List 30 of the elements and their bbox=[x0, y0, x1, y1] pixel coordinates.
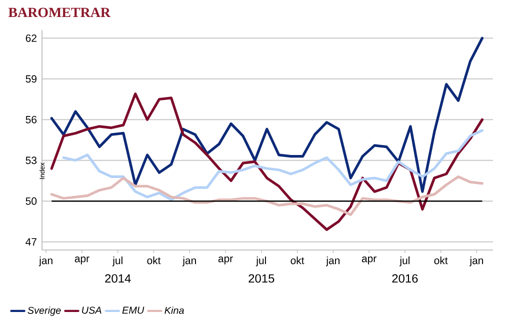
x-tick-label: jul bbox=[399, 256, 410, 266]
y-tick-label: 53 bbox=[26, 156, 37, 164]
x-tick-label: jan bbox=[469, 256, 484, 266]
legend-label: Sverige bbox=[28, 306, 61, 316]
legend-label: EMU bbox=[122, 306, 144, 314]
legend-label: USA bbox=[82, 306, 102, 314]
x-tick-label: jul bbox=[112, 256, 122, 266]
line-series bbox=[50, 36, 484, 193]
legend-label: Kina bbox=[164, 306, 184, 314]
y-tick-label: 56 bbox=[26, 116, 37, 124]
text: 2015 bbox=[248, 274, 274, 283]
x-tick-label: apr bbox=[362, 256, 376, 264]
y-tick-label: 59 bbox=[26, 75, 36, 83]
line-series bbox=[62, 129, 484, 202]
x-tick-label: jan bbox=[326, 256, 340, 266]
line-series bbox=[50, 175, 484, 216]
x-tick-label: okt bbox=[434, 256, 448, 264]
x-tick-label: apr bbox=[218, 256, 233, 264]
y-tick-label: 47 bbox=[26, 238, 36, 246]
x-tick-label: okt bbox=[290, 256, 304, 264]
y-tick-label: 50 bbox=[26, 197, 37, 205]
x-tick-label: apr bbox=[74, 256, 90, 264]
x-tick-label: jan bbox=[38, 256, 52, 266]
text: 2014 bbox=[105, 274, 131, 283]
x-tick-label: okt bbox=[147, 256, 161, 264]
x-tick-label: jan bbox=[182, 256, 196, 266]
x-tick-label: jul bbox=[256, 256, 266, 266]
y-tick-label: 62 bbox=[26, 34, 36, 42]
chart-title: BAROMETRAR bbox=[8, 8, 111, 18]
text: 2016 bbox=[392, 274, 418, 283]
